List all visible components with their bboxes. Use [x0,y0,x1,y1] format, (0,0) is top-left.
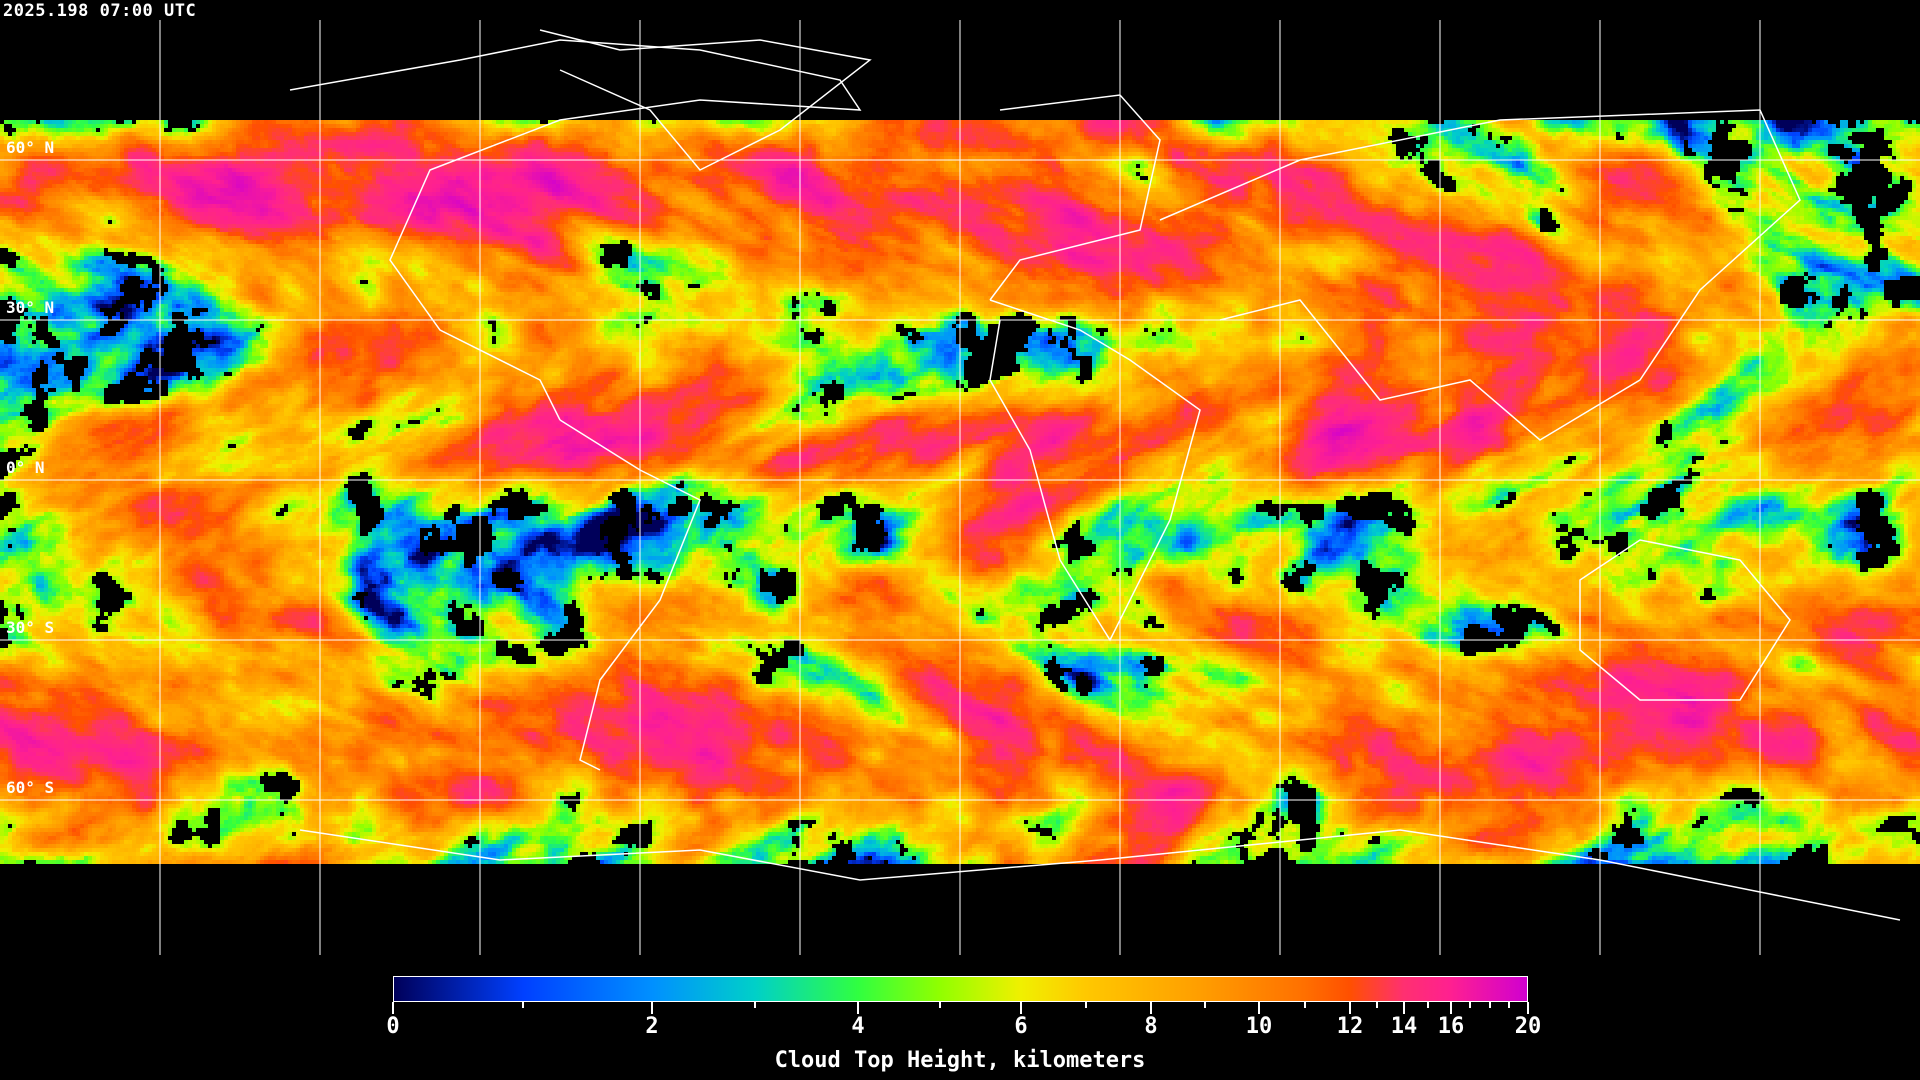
colorbar-minor-tick [1303,1002,1306,1008]
colorbar-major-tick [1150,1002,1152,1014]
colorbar-minor-tick [754,1002,756,1008]
lat-label: 30° S [6,618,55,637]
colorbar-major-tick [392,1002,394,1014]
lat-label: 60° N [6,138,55,157]
coastline [559,419,701,771]
colorbar-minor-tick [1469,1002,1472,1008]
colorbar-major-tick [1258,1002,1260,1014]
colorbar-tick-label: 8 [1144,1014,1158,1039]
colorbar-tick-label: 12 [1336,1014,1364,1039]
colorbar-title: Cloud Top Height, kilometers [774,1048,1146,1073]
coastline [1579,539,1791,701]
colorbar-tick-label: 0 [386,1014,400,1039]
colorbar-tick-label: 4 [851,1014,865,1039]
colorbar-major-tick [1020,1002,1022,1014]
coastline [989,94,1161,301]
colorbar-minor-tick [1488,1002,1491,1008]
lat-label: 60° S [6,778,55,797]
colorbar [393,976,1528,1002]
graticule-and-coastlines [0,20,1920,955]
colorbar-major-tick [1403,1002,1405,1014]
colorbar-minor-tick [1085,1002,1087,1008]
colorbar-minor-tick [1204,1002,1206,1008]
colorbar-major-tick [857,1002,859,1014]
cloud-top-height-map [0,0,1920,960]
coastline [989,299,1201,642]
lat-label: 0° N [6,458,45,477]
colorbar-tick-label: 2 [645,1014,659,1039]
colorbar-tick-label: 6 [1014,1014,1028,1039]
coastline [539,29,872,171]
lat-label: 30° N [6,298,55,317]
colorbar-major-tick [1349,1002,1351,1014]
colorbar-tick-label: 16 [1437,1014,1465,1039]
colorbar-tick-label: 14 [1390,1014,1418,1039]
colorbar-tick-label: 10 [1245,1014,1273,1039]
colorbar-tick-label: 20 [1514,1014,1542,1039]
colorbar-major-tick [1450,1002,1452,1014]
colorbar-major-tick [1527,1002,1529,1014]
coastline [1159,109,1801,441]
colorbar-minor-tick [1426,1002,1429,1008]
colorbar-major-tick [651,1002,653,1014]
colorbar-minor-tick [1376,1002,1378,1008]
timestamp-label: 2025.198 07:00 UTC [3,1,197,21]
colorbar-minor-tick [521,1002,524,1008]
coastline [299,829,1901,921]
coastline [289,39,862,421]
colorbar-minor-tick [938,1002,941,1008]
colorbar-minor-tick [1507,1002,1510,1008]
